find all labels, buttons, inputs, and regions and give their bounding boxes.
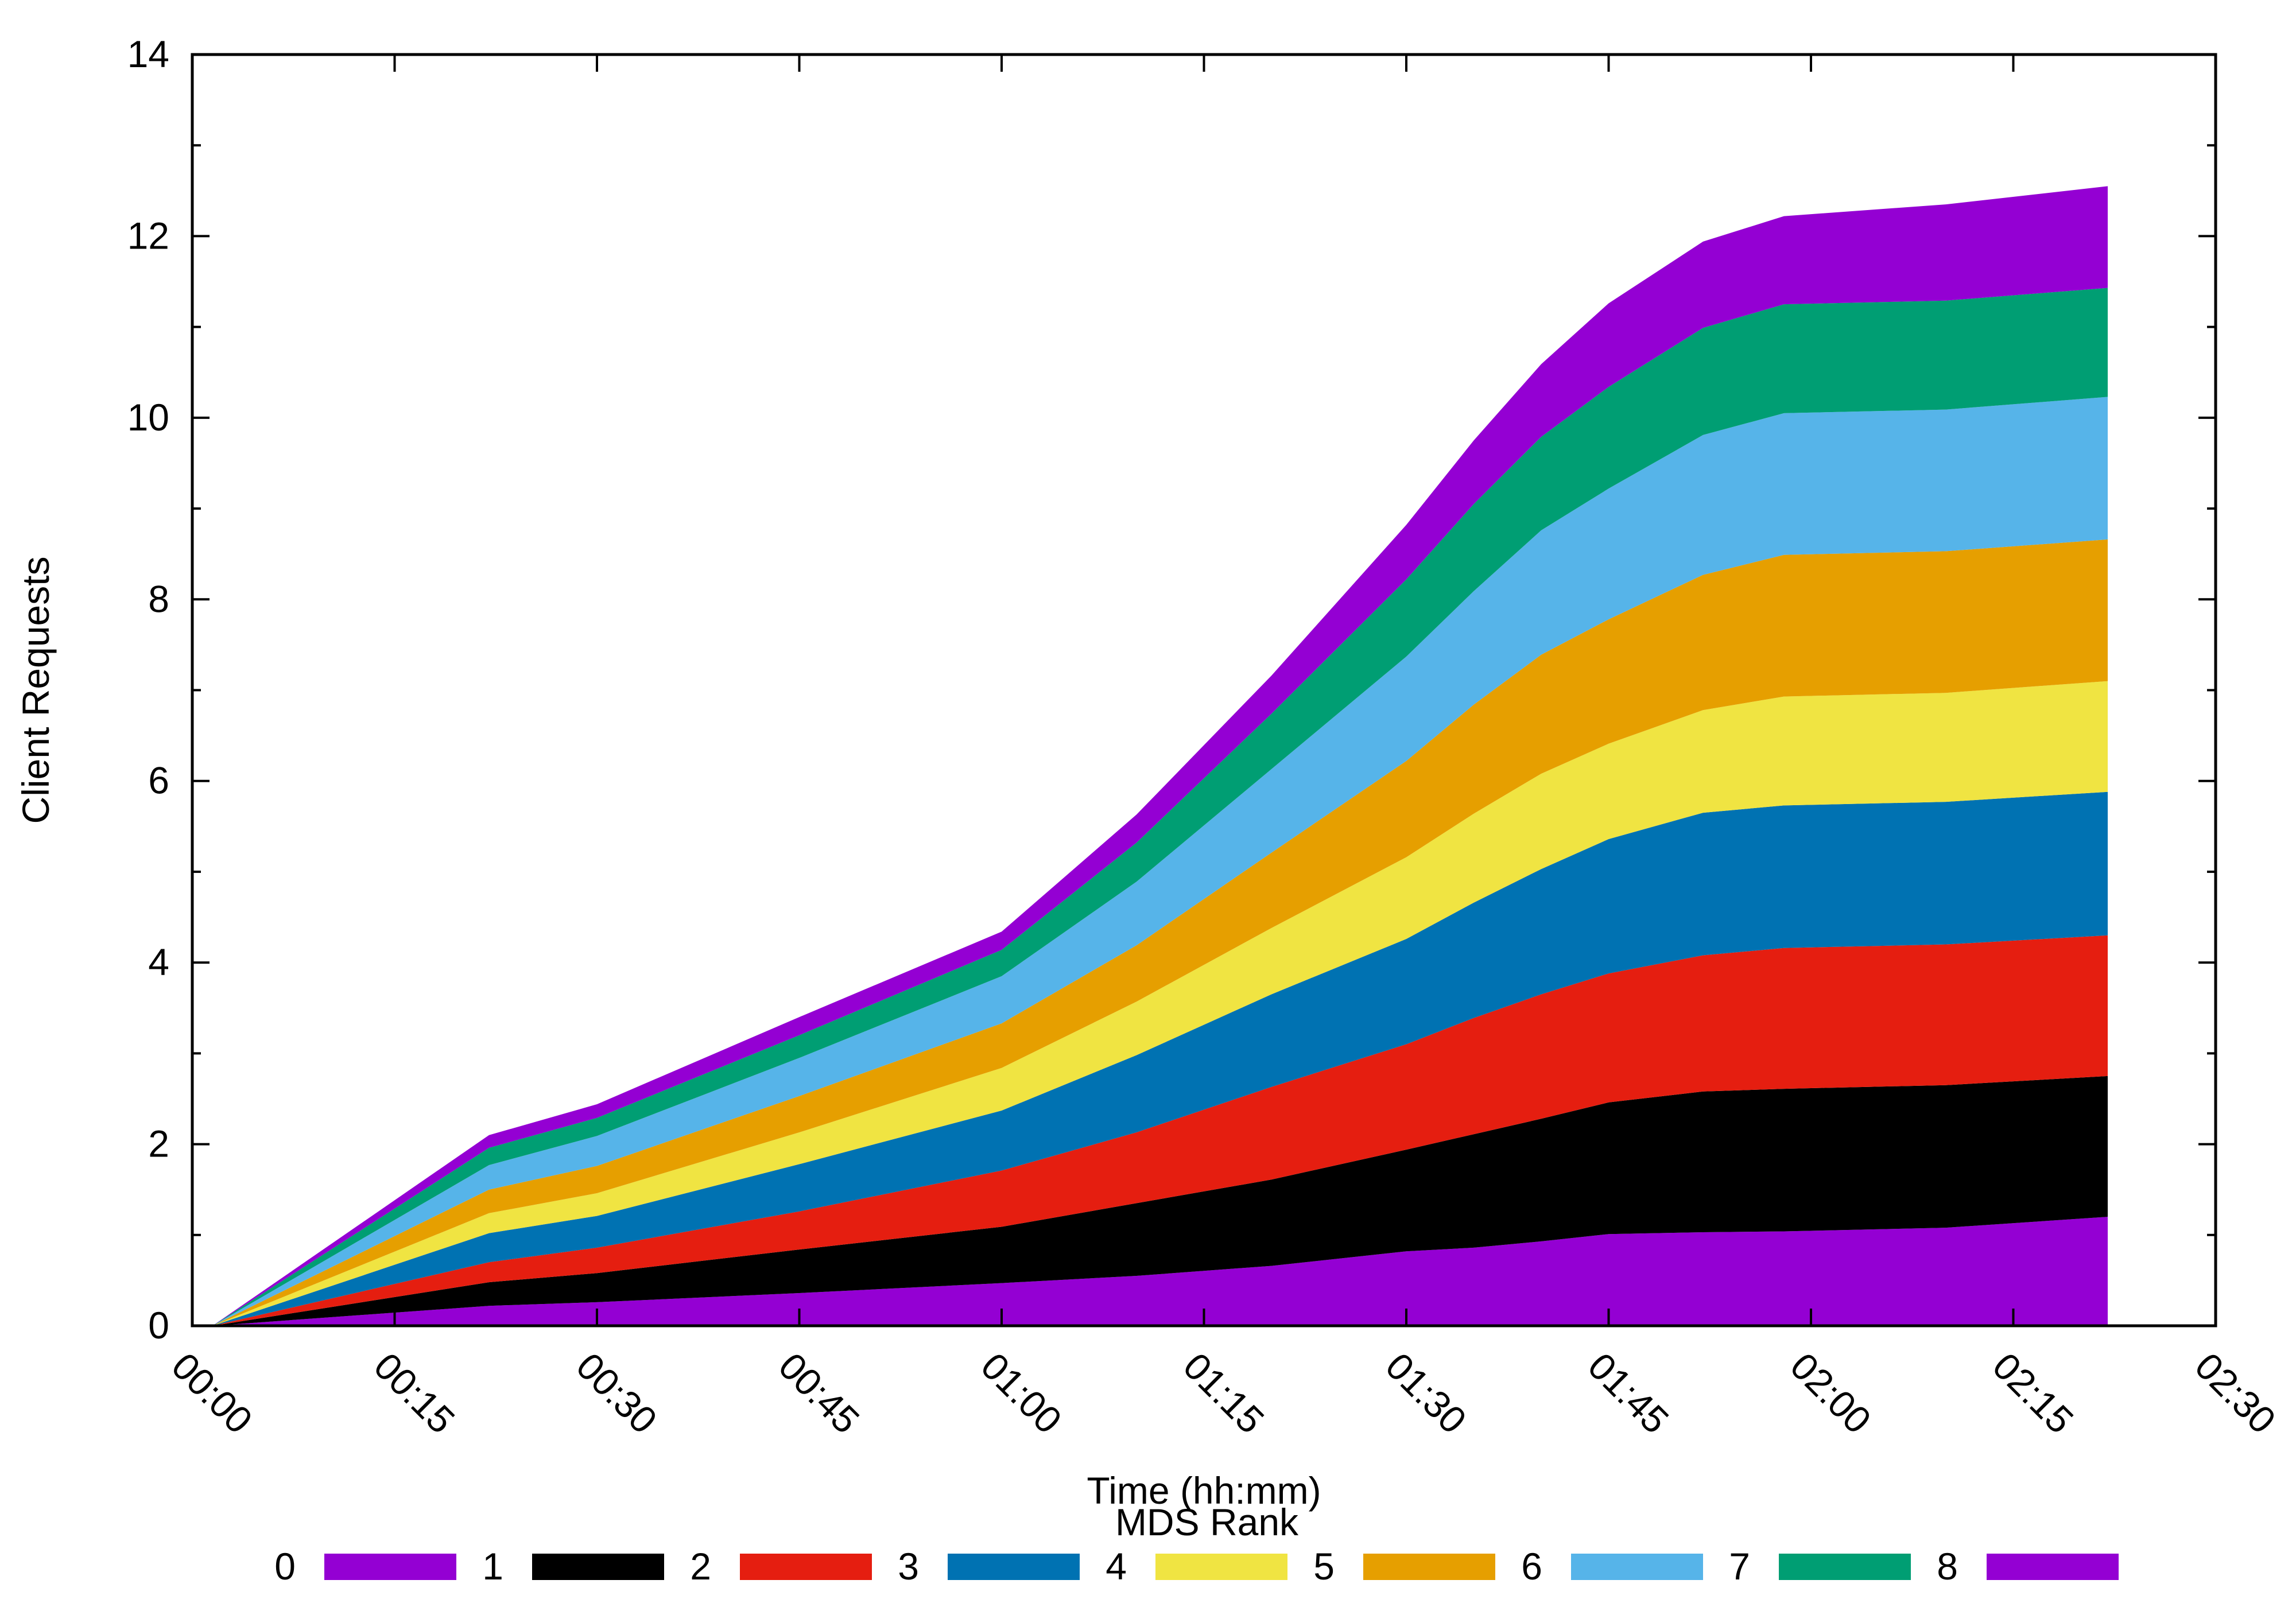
legend-swatch-5	[1363, 1554, 1495, 1580]
y-tick-label: 2	[148, 1123, 169, 1165]
area-series-0	[212, 1217, 2108, 1326]
legend-swatch-3	[948, 1554, 1080, 1580]
legend-swatch-2	[740, 1554, 872, 1580]
y-tick-label: 4	[148, 941, 169, 983]
legend-label-3: 3	[898, 1545, 919, 1587]
legend-swatch-0	[324, 1554, 456, 1580]
legend-label-1: 1	[482, 1545, 503, 1587]
y-tick-label: 10	[127, 396, 169, 438]
legend-label-4: 4	[1106, 1545, 1127, 1587]
legend-label-0: 0	[274, 1545, 296, 1587]
legend-label-6: 6	[1521, 1545, 1542, 1587]
area-series-6	[212, 397, 2108, 1326]
area-series-3	[212, 791, 2108, 1326]
legend-label-5: 5	[1313, 1545, 1335, 1587]
area-series-5	[212, 539, 2108, 1326]
area-series-2	[212, 935, 2108, 1326]
ticks-layer	[191, 53, 2217, 1327]
legend-swatch-1	[532, 1554, 664, 1580]
legend-swatch-7	[1779, 1554, 1911, 1580]
y-tick-label: 8	[148, 577, 169, 620]
legend-swatch-4	[1155, 1554, 1287, 1580]
legend-label-2: 2	[690, 1545, 711, 1587]
area-series-8	[212, 186, 2108, 1326]
legend-swatch-8	[1987, 1554, 2119, 1580]
legend-label-7: 7	[1729, 1545, 1750, 1587]
x-axis-title: Time (hh:mm)	[1087, 1469, 1321, 1512]
area-series-1	[212, 1076, 2108, 1326]
area-series-4	[212, 681, 2108, 1326]
legend-title: MDS Rank	[1115, 1501, 1299, 1543]
areas-layer	[212, 186, 2108, 1326]
legend: 0 1 2 3 4 5 6 7 8	[274, 1545, 2119, 1587]
y-tick-label: 0	[148, 1304, 169, 1346]
y-tick-label: 6	[148, 759, 169, 802]
legend-swatch-6	[1571, 1554, 1703, 1580]
y-tick-label: 14	[127, 33, 169, 75]
legend-label-8: 8	[1937, 1545, 1958, 1587]
y-axis-title: Client Requests	[14, 557, 57, 824]
area-series-7	[212, 288, 2108, 1326]
y-tick-label: 12	[127, 214, 169, 257]
